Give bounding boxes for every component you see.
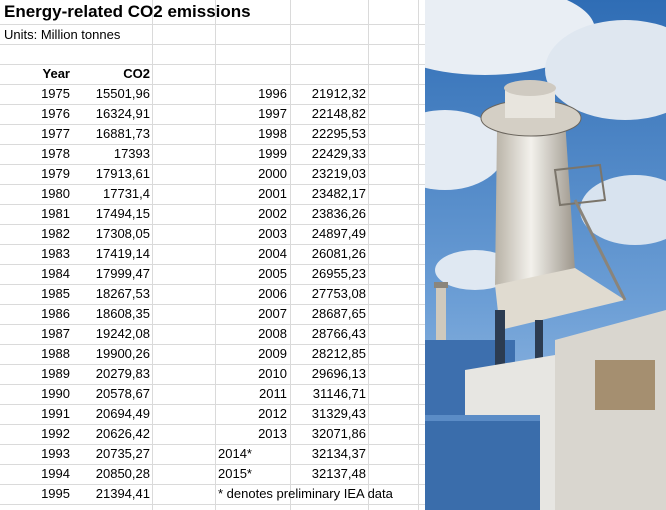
co2-cell: 32071,86: [311, 426, 366, 441]
co2-cell: 23482,17: [311, 186, 366, 201]
co2-cell: 15501,96: [95, 86, 150, 101]
year-cell: 1987: [41, 326, 70, 341]
year-cell: 1998: [258, 126, 287, 141]
co2-cell: 32134,37: [311, 446, 366, 461]
year-cell: 2012: [258, 406, 287, 421]
note: * denotes preliminary IEA data: [218, 486, 393, 501]
header-year: Year: [42, 66, 70, 81]
co2-cell: 18608,35: [95, 306, 150, 321]
co2-cell: 27753,08: [311, 286, 366, 301]
co2-cell: 23219,03: [311, 166, 366, 181]
co2-cell: 17393: [113, 146, 150, 161]
year-cell: 1996: [258, 86, 287, 101]
co2-cell: 17419,14: [95, 246, 150, 261]
co2-cell: 31329,43: [311, 406, 366, 421]
year-cell: 1992: [41, 426, 70, 441]
year-cell: 2004: [258, 246, 287, 261]
co2-cell: 17494,15: [95, 206, 150, 221]
year-cell: 2003: [258, 226, 287, 241]
year-cell: 2011: [259, 386, 287, 401]
co2-cell: 19242,08: [95, 326, 150, 341]
year-cell: 1979: [41, 166, 70, 181]
year-cell: 2000: [258, 166, 287, 181]
grid: [0, 0, 425, 510]
co2-cell: 28212,85: [311, 346, 366, 361]
co2-cell: 17999,47: [95, 266, 150, 281]
co2-cell: 17308,05: [95, 226, 150, 241]
co2-cell: 17913,61: [95, 166, 150, 181]
year-cell: 1995: [41, 486, 70, 501]
co2-cell: 24897,49: [311, 226, 366, 241]
co2-cell: 21394,41: [95, 486, 150, 501]
co2-cell: 21912,32: [311, 86, 366, 101]
year-cell: 2008: [258, 326, 287, 341]
year-cell: 1976: [41, 106, 70, 121]
co2-cell: 22295,53: [311, 126, 366, 141]
co2-cell: 17731,4: [103, 186, 150, 201]
year-cell: 2001: [258, 186, 287, 201]
year-cell: 1993: [41, 446, 70, 461]
header-co2: CO2: [123, 66, 150, 81]
co2-cell: 20735,27: [95, 446, 150, 461]
co2-cell: 22429,33: [311, 146, 366, 161]
year-cell: 1988: [41, 346, 70, 361]
year-cell: 1994: [41, 466, 70, 481]
year-cell: 2005: [258, 266, 287, 281]
co2-cell: 20626,42: [95, 426, 150, 441]
year-cell: 1990: [41, 386, 70, 401]
year-cell: 1978: [41, 146, 70, 161]
year-cell: 1997: [258, 106, 287, 121]
co2-cell: 26081,26: [311, 246, 366, 261]
year-cell: 2014*: [218, 446, 252, 461]
co2-cell: 20578,67: [95, 386, 150, 401]
co2-cell: 20279,83: [95, 366, 150, 381]
year-cell: 1989: [41, 366, 70, 381]
co2-cell: 26955,23: [311, 266, 366, 281]
power-plant-photo: [425, 0, 666, 510]
units-label: Units: Million tonnes: [4, 27, 121, 42]
year-cell: 2002: [258, 206, 287, 221]
spreadsheet: Energy-related CO2 emissions Units: Mill…: [0, 0, 425, 510]
year-cell: 1985: [41, 286, 70, 301]
co2-cell: 19900,26: [95, 346, 150, 361]
year-cell: 2013: [258, 426, 287, 441]
year-cell: 2010: [258, 366, 287, 381]
year-cell: 1981: [41, 206, 70, 221]
year-cell: 1984: [41, 266, 70, 281]
co2-cell: 20850,28: [95, 466, 150, 481]
year-cell: 2007: [258, 306, 287, 321]
co2-cell: 28766,43: [311, 326, 366, 341]
co2-cell: 29696,13: [311, 366, 366, 381]
year-cell: 1977: [41, 126, 70, 141]
co2-cell: 16324,91: [95, 106, 150, 121]
year-cell: 2015*: [218, 466, 252, 481]
year-cell: 2006: [258, 286, 287, 301]
year-cell: 1983: [41, 246, 70, 261]
co2-cell: 28687,65: [311, 306, 366, 321]
year-cell: 1999: [258, 146, 287, 161]
co2-cell: 32137,48: [311, 466, 366, 481]
year-cell: 1980: [41, 186, 70, 201]
co2-cell: 20694,49: [95, 406, 150, 421]
sheet-title: Energy-related CO2 emissions: [4, 2, 251, 21]
co2-cell: 18267,53: [95, 286, 150, 301]
year-cell: 1975: [41, 86, 70, 101]
co2-cell: 22148,82: [311, 106, 366, 121]
year-cell: 1982: [41, 226, 70, 241]
year-cell: 2009: [258, 346, 287, 361]
co2-cell: 23836,26: [311, 206, 366, 221]
year-cell: 1986: [41, 306, 70, 321]
co2-cell: 31146,71: [312, 386, 366, 401]
co2-cell: 16881,73: [95, 126, 150, 141]
year-cell: 1991: [41, 406, 70, 421]
